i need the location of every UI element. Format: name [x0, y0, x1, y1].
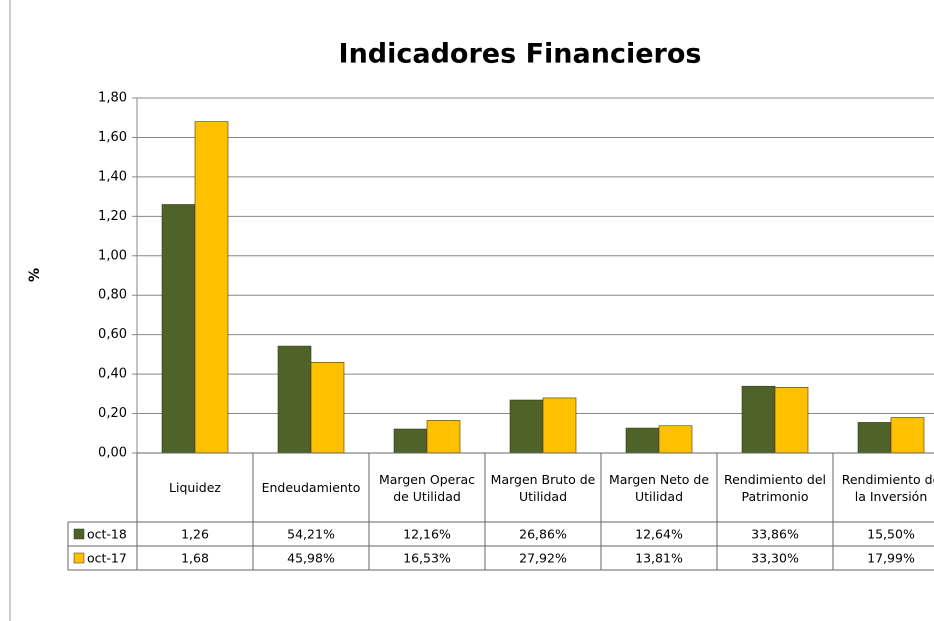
- data-label: 26,86%: [519, 527, 567, 542]
- legend-key: [73, 528, 85, 540]
- legend-key: [73, 552, 85, 564]
- data-label: 15,50%: [867, 527, 915, 542]
- y-tick-label: 0,20: [98, 406, 127, 421]
- x-tick-label: Endeudamiento: [261, 480, 361, 495]
- y-tick-label: 1,80: [98, 91, 127, 106]
- x-tick-label: Liquidez: [169, 480, 221, 495]
- bar: [509, 399, 544, 454]
- y-tick-label: 1,00: [98, 248, 127, 263]
- category-cell: Rendimiento de la Inversión: [841, 471, 934, 504]
- category-cell: Rendimiento del Patrimonio: [723, 471, 827, 504]
- data-label: 27,92%: [519, 551, 567, 566]
- bar: [741, 385, 776, 454]
- y-tick-label: 1,60: [98, 130, 127, 145]
- y-tick-label: 0,60: [98, 327, 127, 342]
- data-label: 54,21%: [287, 527, 335, 542]
- data-label: 33,86%: [751, 527, 799, 542]
- bar: [426, 420, 461, 454]
- legend-label: oct-17: [87, 551, 127, 566]
- x-tick-label: Rendimiento del Patrimonio: [723, 471, 827, 504]
- bar: [161, 204, 196, 454]
- data-label: 13,81%: [635, 551, 683, 566]
- bar: [310, 362, 345, 454]
- category-cell: Margen Neto de Utilidad: [608, 471, 710, 504]
- data-label: 16,53%: [403, 551, 451, 566]
- data-label: 1,68: [181, 551, 209, 566]
- data-label: 12,64%: [635, 527, 683, 542]
- category-cell: Endeudamiento: [261, 480, 361, 495]
- bar: [857, 422, 892, 454]
- data-label: 17,99%: [867, 551, 915, 566]
- bar: [774, 387, 809, 454]
- bar: [890, 417, 925, 454]
- legend-label: oct-18: [87, 527, 127, 542]
- bar: [542, 397, 577, 454]
- y-tick-label: 1,20: [98, 209, 127, 224]
- category-cell: Liquidez: [169, 480, 221, 495]
- category-cell: Margen Bruto de Utilidad: [490, 471, 596, 504]
- data-label: 45,98%: [287, 551, 335, 566]
- x-tick-label: Rendimiento de la Inversión: [841, 471, 934, 504]
- x-tick-label: Margen Bruto de Utilidad: [490, 471, 596, 504]
- bar: [658, 425, 693, 454]
- x-tick-label: Margen Operac de Utilidad: [378, 471, 476, 504]
- data-label: 1,26: [181, 527, 209, 542]
- y-tick-label: 0,00: [98, 446, 127, 461]
- chart-title: Indicadores Financieros: [339, 39, 702, 70]
- bar: [625, 427, 660, 454]
- bar: [194, 121, 229, 454]
- y-axis-label: %: [27, 268, 43, 282]
- x-tick-label: Margen Neto de Utilidad: [608, 471, 710, 504]
- bar: [393, 428, 428, 454]
- bar: [277, 345, 312, 454]
- y-tick-label: 1,40: [98, 169, 127, 184]
- y-tick-label: 0,40: [98, 367, 127, 382]
- data-label: 33,30%: [751, 551, 799, 566]
- category-cell: Margen Operac de Utilidad: [378, 471, 476, 504]
- y-tick-label: 0,80: [98, 288, 127, 303]
- data-label: 12,16%: [403, 527, 451, 542]
